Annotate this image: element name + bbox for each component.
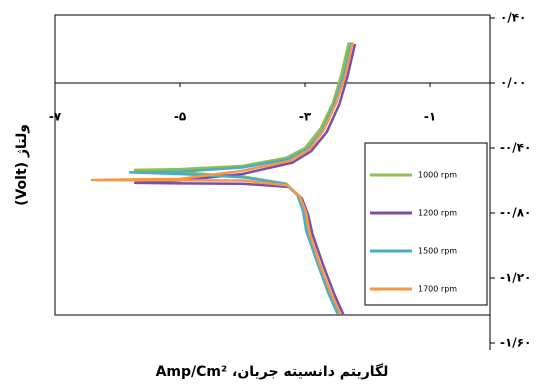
legend-label: 1000 rpm <box>418 171 457 180</box>
y-tick-label: ۰/۰۰ <box>500 76 526 90</box>
y-tick-label: -۱/۶۰ <box>500 336 531 350</box>
x-tick-label: -۷ <box>49 110 62 124</box>
series-line <box>133 43 357 316</box>
y-tick-label: -۰/۴۰ <box>500 141 531 155</box>
y-tick-label: -۰/۸۰ <box>500 206 531 220</box>
legend-label: 1700 rpm <box>418 285 457 294</box>
y-tick-label: ۰/۴۰ <box>500 11 526 25</box>
x-tick-label: -۱ <box>424 110 436 124</box>
series-line <box>90 42 354 315</box>
x-tick-label: -۵ <box>174 110 186 124</box>
y-axis-title: ولتاژ (Volt) <box>14 124 30 206</box>
legend-label: 1500 rpm <box>418 247 457 256</box>
y-tick-label: -۱/۲۰ <box>500 271 531 285</box>
legend-box <box>364 142 488 306</box>
legend-label: 1200 rpm <box>418 209 457 218</box>
x-tick-label: -۳ <box>299 110 312 124</box>
x-axis-title: لگاریتم دانسیته جریان، Amp/Cm² <box>156 363 389 380</box>
